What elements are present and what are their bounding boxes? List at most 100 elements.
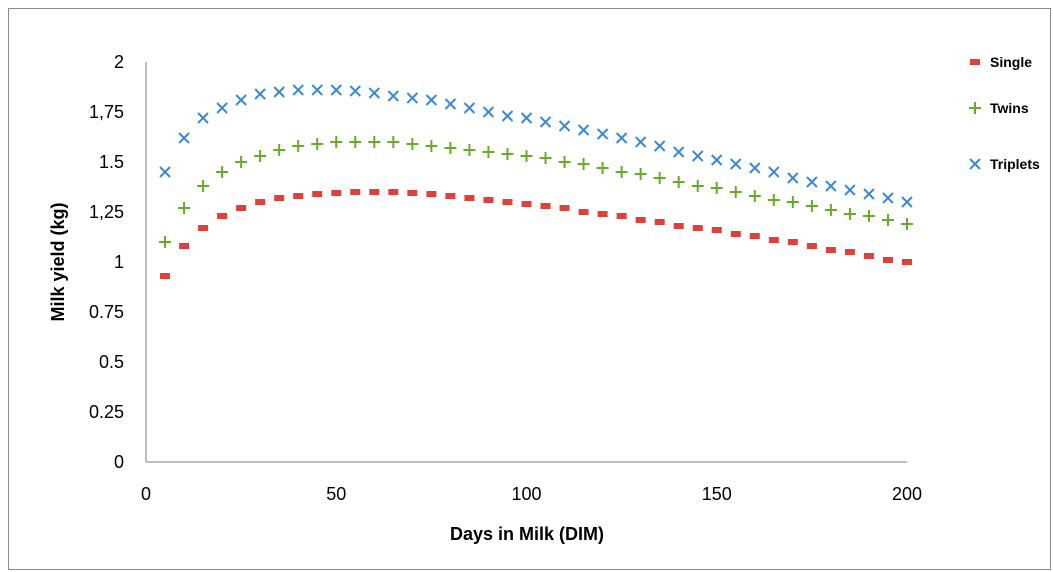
point-twins <box>521 150 533 162</box>
point-single <box>312 191 322 197</box>
legend-marker-triplets <box>970 159 980 169</box>
series-triplets <box>160 85 912 207</box>
point-twins <box>806 200 818 212</box>
point-triplets <box>560 121 570 131</box>
point-twins <box>159 236 171 248</box>
point-triplets <box>883 193 893 203</box>
point-single <box>902 259 912 265</box>
point-twins <box>292 140 304 152</box>
point-triplets <box>388 91 398 101</box>
y-tick-label: 1,75 <box>89 102 124 122</box>
point-twins <box>368 136 380 148</box>
point-single <box>388 189 398 195</box>
point-single <box>655 219 665 225</box>
point-twins <box>863 210 875 222</box>
point-triplets <box>236 95 246 105</box>
point-triplets <box>636 137 646 147</box>
point-single <box>331 190 341 196</box>
point-twins <box>482 146 494 158</box>
point-single <box>236 205 246 211</box>
point-triplets <box>712 155 722 165</box>
point-twins <box>787 196 799 208</box>
point-single <box>483 197 493 203</box>
point-twins <box>273 144 285 156</box>
point-single <box>464 195 474 201</box>
legend-label-triplets: Triplets <box>990 156 1040 172</box>
legend-label-single: Single <box>990 54 1032 70</box>
point-twins <box>406 138 418 150</box>
point-twins <box>616 166 628 178</box>
point-single <box>217 213 227 219</box>
point-triplets <box>750 163 760 173</box>
point-twins <box>387 136 399 148</box>
x-tick-labels: 0 50 100 150 200 <box>141 484 922 504</box>
y-tick-label: 1.5 <box>99 152 124 172</box>
point-triplets <box>598 129 608 139</box>
legend-item-twins: Twins <box>969 100 1029 116</box>
y-tick-label: 0.25 <box>89 402 124 422</box>
point-twins <box>844 208 856 220</box>
point-single <box>636 217 646 223</box>
point-single <box>617 213 627 219</box>
point-triplets <box>331 85 341 95</box>
point-twins <box>311 138 323 150</box>
point-single <box>293 193 303 199</box>
legend-label-twins: Twins <box>990 100 1029 116</box>
point-twins <box>673 176 685 188</box>
point-triplets <box>902 197 912 207</box>
point-twins <box>597 162 609 174</box>
point-single <box>445 193 455 199</box>
point-single <box>750 233 760 239</box>
point-twins <box>901 218 913 230</box>
point-single <box>712 227 722 233</box>
point-single <box>807 243 817 249</box>
point-twins <box>501 148 513 160</box>
legend-item-triplets: Triplets <box>970 156 1040 172</box>
point-single <box>579 209 589 215</box>
x-tick-label: 150 <box>702 484 732 504</box>
point-triplets <box>293 85 303 95</box>
y-tick-label: 2 <box>114 52 124 72</box>
point-triplets <box>464 103 474 113</box>
point-twins <box>330 136 342 148</box>
point-triplets <box>807 177 817 187</box>
point-single <box>369 189 379 195</box>
legend: Single Twins Triplets <box>969 54 1040 172</box>
y-tick-labels: 00.250.50.7511,251.51,752 <box>89 52 124 472</box>
point-single <box>350 189 360 195</box>
y-tick-label: 1 <box>114 252 124 272</box>
x-tick-label: 50 <box>326 484 346 504</box>
point-single <box>274 195 284 201</box>
point-twins <box>882 214 894 226</box>
point-triplets <box>483 107 493 117</box>
point-twins <box>178 202 190 214</box>
x-tick-label: 200 <box>892 484 922 504</box>
point-twins <box>197 180 209 192</box>
legend-marker-twins <box>969 102 981 114</box>
point-twins <box>254 150 266 162</box>
point-single <box>598 211 608 217</box>
axes <box>146 62 907 462</box>
point-triplets <box>312 85 322 95</box>
series-single <box>160 189 912 279</box>
point-triplets <box>369 88 379 98</box>
point-single <box>731 231 741 237</box>
point-triplets <box>731 159 741 169</box>
point-triplets <box>617 133 627 143</box>
point-triplets <box>445 99 455 109</box>
point-single <box>883 257 893 263</box>
point-triplets <box>788 173 798 183</box>
y-tick-label: 0.5 <box>99 352 124 372</box>
series-layer <box>159 85 913 279</box>
point-triplets <box>769 167 779 177</box>
point-triplets <box>407 93 417 103</box>
x-axis-title: Days in Milk (DIM) <box>450 524 604 544</box>
point-twins <box>711 182 723 194</box>
point-twins <box>235 156 247 168</box>
point-triplets <box>655 141 665 151</box>
point-triplets <box>674 147 684 157</box>
point-twins <box>730 186 742 198</box>
point-single <box>845 249 855 255</box>
point-single <box>788 239 798 245</box>
point-single <box>198 225 208 231</box>
